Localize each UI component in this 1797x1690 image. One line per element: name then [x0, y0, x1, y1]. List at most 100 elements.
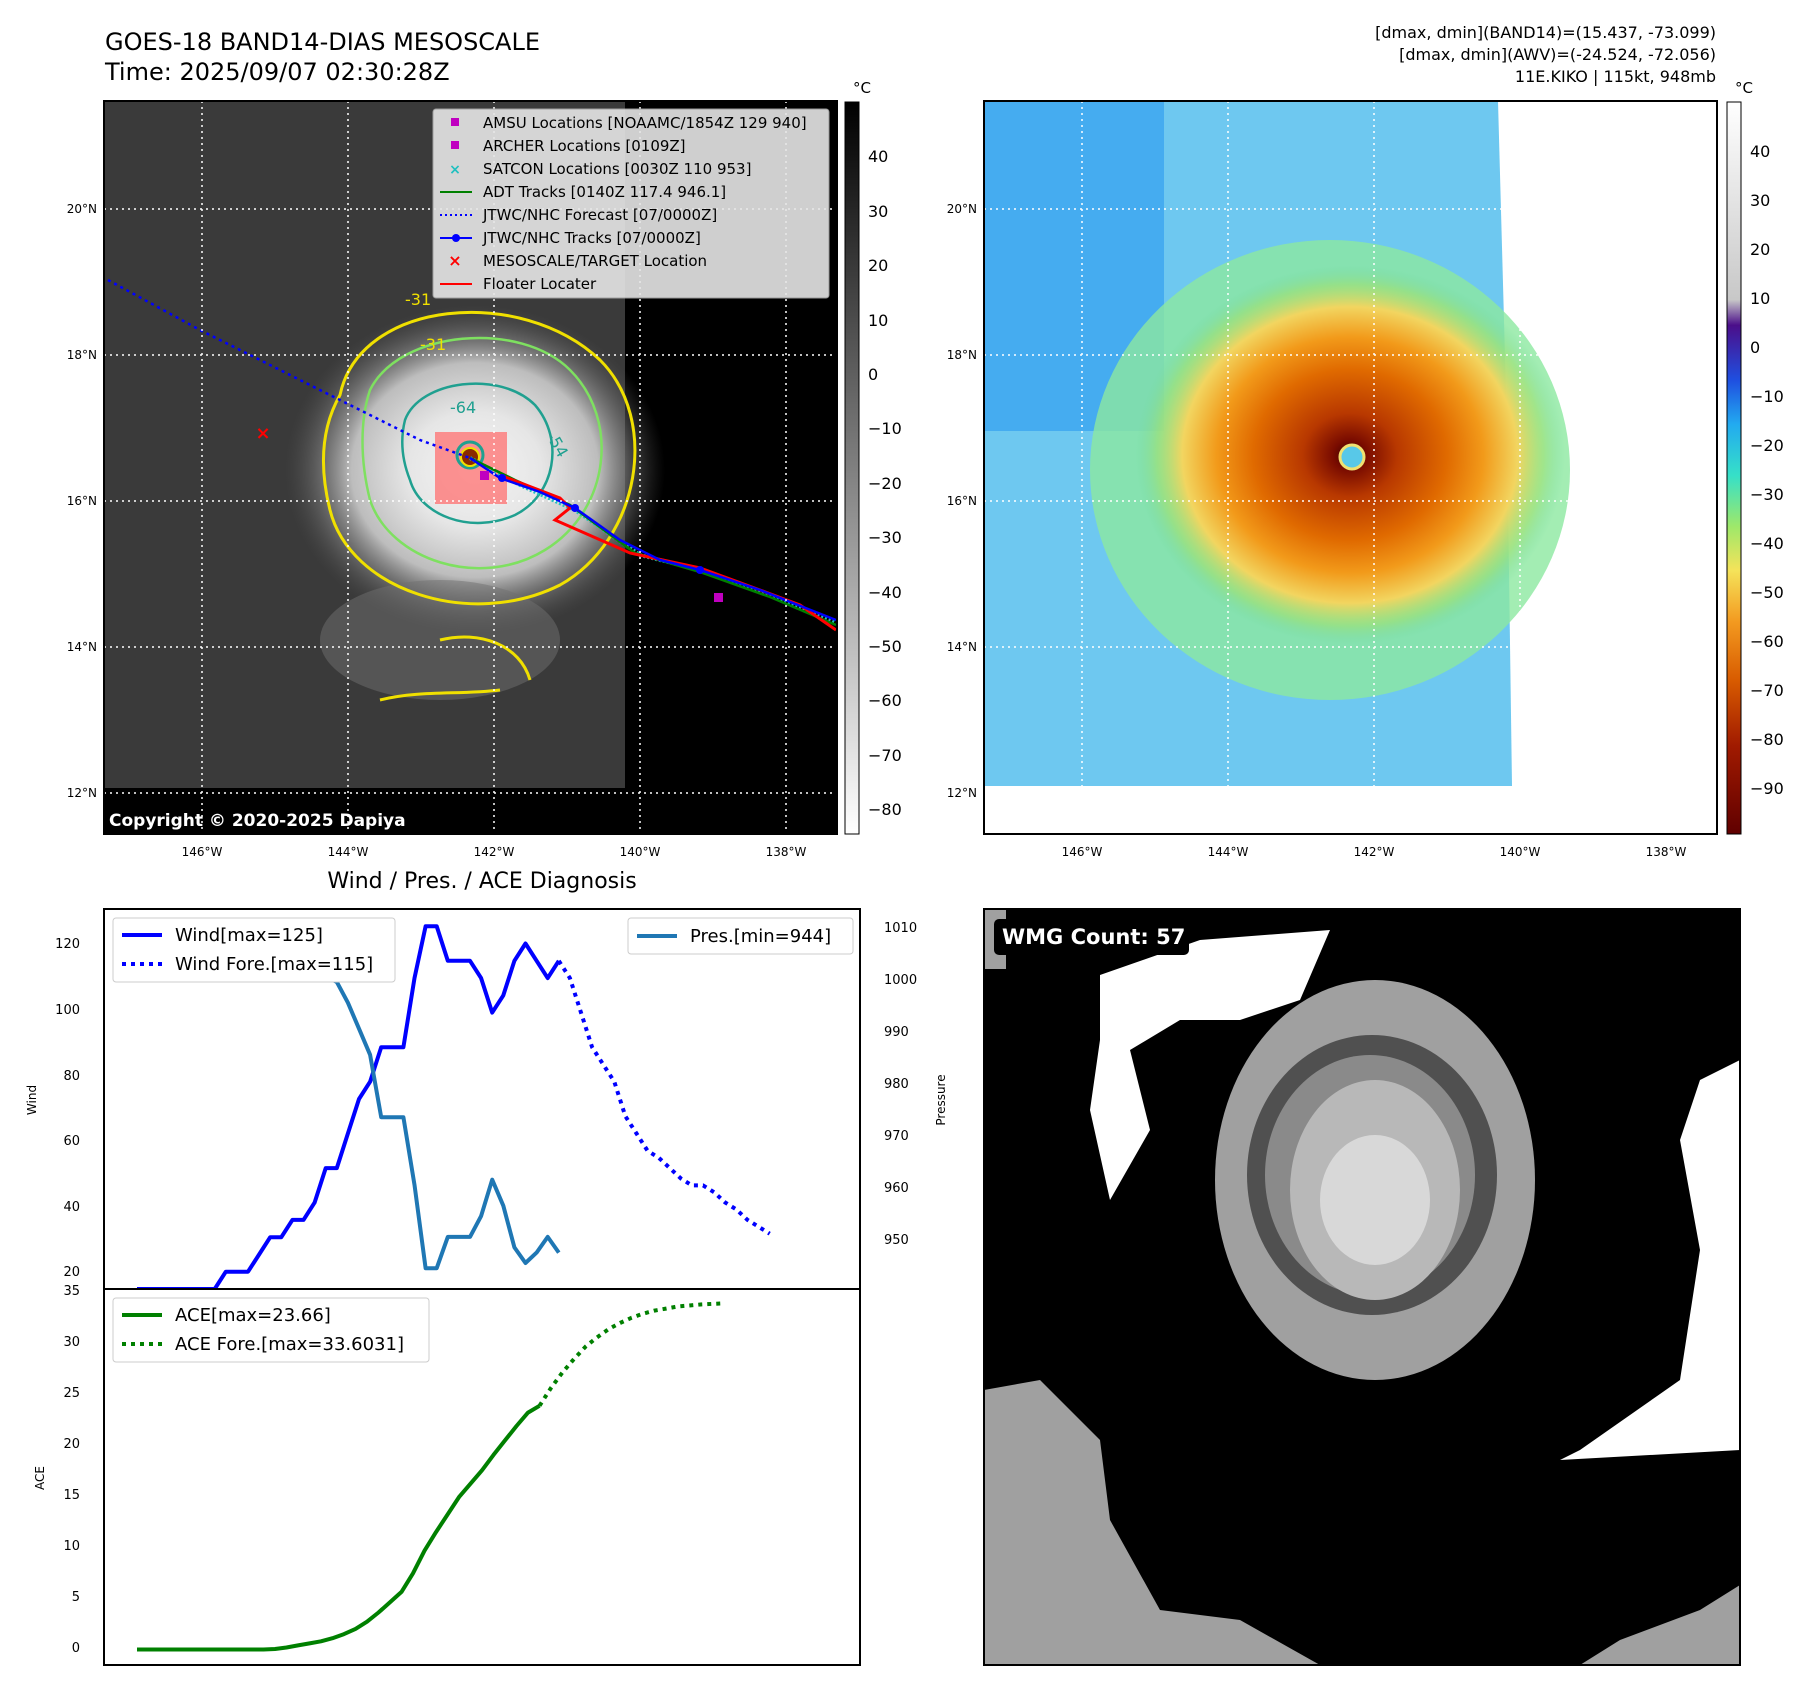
wind-tick-label: 40 — [63, 1200, 80, 1215]
ir-colorbar-ramp — [844, 101, 860, 835]
lon-label: 144°W — [328, 845, 369, 859]
ace-tick-label: 15 — [63, 1488, 80, 1503]
legend-label-target: MESOSCALE/TARGET Location — [483, 252, 707, 270]
ir-lon-labels: 146°W 144°W 142°W 140°W 138°W — [182, 845, 807, 859]
amsu-location — [480, 471, 489, 480]
jtwc-point — [571, 504, 579, 512]
jtwc-best-track — [469, 456, 837, 622]
pressure-tick-label: 1010 — [884, 921, 917, 936]
wmg-panel: WMG Count: 57 — [983, 908, 1741, 1666]
ir-colorbar-tick: −40 — [868, 583, 902, 602]
wind-y-ticks: 120 100 80 60 40 20 — [55, 937, 80, 1280]
contour-label-1: -64 — [450, 398, 476, 417]
ir-colorbar-tick: 20 — [868, 256, 888, 275]
wind-forecast-legend-label: Wind Fore.[max=115] — [175, 954, 373, 975]
ir-legend: AMSU Locations [NOAAMC/1854Z 129 940] AR… — [432, 108, 830, 299]
pressure-legend-label: Pres.[min=944] — [690, 926, 831, 947]
pressure-axis-label: Pressure — [934, 1074, 948, 1125]
ace-tick-label: 0 — [72, 1641, 80, 1656]
lat-label: 20°N — [947, 202, 977, 216]
awv-eye — [1338, 443, 1366, 471]
lon-label: 144°W — [1208, 845, 1249, 859]
legend-label-archer: ARCHER Locations [0109Z] — [483, 137, 686, 155]
ace-legend-box — [112, 1297, 430, 1363]
awv-colorbar-tick: −90 — [1750, 779, 1784, 798]
legend-label-floater: Floater Locater — [483, 275, 597, 293]
ir-colorbar-tick: −80 — [868, 800, 902, 819]
ir-frame — [103, 100, 838, 835]
ace-legend: ACE[max=23.66] ACE Fore.[max=33.6031] — [112, 1297, 430, 1363]
wind-tick-label: 100 — [55, 1003, 80, 1018]
lon-label: 142°W — [474, 845, 515, 859]
awv-lat-labels: 20°N 18°N 16°N 14°N 12°N — [947, 202, 977, 800]
wmg-count-label: WMG Count: 57 — [1002, 925, 1185, 949]
contour-yellow — [321, 311, 637, 606]
legend-label-forecast: JTWC/NHC Forecast [07/0000Z] — [482, 206, 717, 224]
lat-label: 20°N — [67, 202, 97, 216]
awv-stats: [dmax, dmin](AWV)=(-24.524, -72.056) — [1399, 45, 1716, 64]
diagnosis-title: Wind / Pres. / ACE Diagnosis — [327, 869, 636, 894]
awv-gridlines — [984, 101, 1717, 834]
ace-tick-label: 25 — [63, 1386, 80, 1401]
awv-colorbar-tick: −40 — [1750, 534, 1784, 553]
lat-label: 14°N — [67, 640, 97, 654]
awv-colorbar-tick: −30 — [1750, 485, 1784, 504]
wmg-clear-north — [1090, 930, 1330, 1200]
ir-colorbar-unit: °C — [853, 79, 871, 97]
awv-colorbar-tick: −10 — [1750, 387, 1784, 406]
awv-frame — [983, 100, 1718, 835]
ace-forecast-line — [537, 1301, 724, 1407]
ace-forecast-legend-label: ACE Fore.[max=33.6031] — [175, 1334, 404, 1355]
wind-tick-label: 120 — [55, 937, 80, 952]
wind-tick-label: 20 — [63, 1265, 80, 1280]
pressure-legend-box — [627, 917, 854, 955]
ir-colorbar-tick: 10 — [868, 311, 888, 330]
ace-tick-label: 35 — [63, 1284, 80, 1299]
wmg-clear-east — [1560, 1060, 1740, 1460]
awv-colorbar-tick: −50 — [1750, 583, 1784, 602]
archer-location — [714, 593, 723, 602]
contour-label-3: -31 — [405, 290, 431, 309]
ir-map-panel: -64 -54 -31 -31 × — [67, 100, 838, 859]
ir-south-blank — [104, 788, 837, 834]
ace-chart: ACE 35 30 25 20 15 10 5 0 ACE[max=23.66]… — [33, 1284, 861, 1666]
legend-marker-target: × — [448, 251, 461, 270]
legend-label-adt: ADT Tracks [0140Z 117.4 946.1] — [483, 183, 726, 201]
wind-legend-box — [112, 917, 396, 983]
wmg-clear-southeast — [1580, 1585, 1740, 1665]
lon-label: 142°W — [1354, 845, 1395, 859]
lat-label: 18°N — [67, 348, 97, 362]
awv-map-panel: 20°N 18°N 16°N 14°N 12°N 146°W 144°W 142… — [947, 100, 1718, 859]
ace-y-ticks: 35 30 25 20 15 10 5 0 — [63, 1284, 80, 1656]
awv-colorbar-tick: 30 — [1750, 191, 1770, 210]
pressure-tick-label: 950 — [884, 1233, 909, 1248]
awv-colorbar-tick: −80 — [1750, 730, 1784, 749]
ir-lat-labels: 20°N 18°N 16°N 14°N 12°N — [67, 202, 97, 800]
eye-ring-outer — [455, 440, 485, 470]
ir-colorbar-tick: −10 — [868, 419, 902, 438]
jtwc-forecast-track — [107, 278, 471, 460]
ace-tick-label: 20 — [63, 1437, 80, 1452]
contour-teal — [401, 382, 554, 525]
ir-colorbar-tick: −60 — [868, 691, 902, 710]
contour-label-4: -31 — [420, 335, 446, 354]
figure-title: GOES-18 BAND14-DIAS MESOSCALE — [105, 28, 540, 56]
awv-colorbar-unit: °C — [1735, 79, 1753, 97]
awv-colorbar: °C 40 30 20 10 0 −10 −20 −30 −40 −50 −60… — [1726, 79, 1784, 835]
contour-yellow-band — [379, 635, 532, 702]
pressure-tick-label: 970 — [884, 1129, 909, 1144]
pressure-tick-label: 990 — [884, 1025, 909, 1040]
awv-colorbar-tick: 20 — [1750, 240, 1770, 259]
ir-colorbar-tick: 40 — [868, 147, 888, 166]
ir-colorbar-tick: −30 — [868, 528, 902, 547]
wmg-frame — [983, 908, 1741, 1666]
ir-colorbar-tick: −50 — [868, 637, 902, 656]
ir-gridlines — [104, 101, 837, 834]
awv-lon-labels: 146°W 144°W 142°W 140°W 138°W — [1062, 845, 1687, 859]
figure-time: Time: 2025/09/07 02:30:28Z — [104, 58, 450, 86]
mesoscale-target-marker: × — [255, 423, 270, 444]
lon-label: 140°W — [620, 845, 661, 859]
legend-marker-archer — [451, 141, 459, 149]
legend-label-satcon: SATCON Locations [0030Z 110 953] — [483, 160, 751, 178]
